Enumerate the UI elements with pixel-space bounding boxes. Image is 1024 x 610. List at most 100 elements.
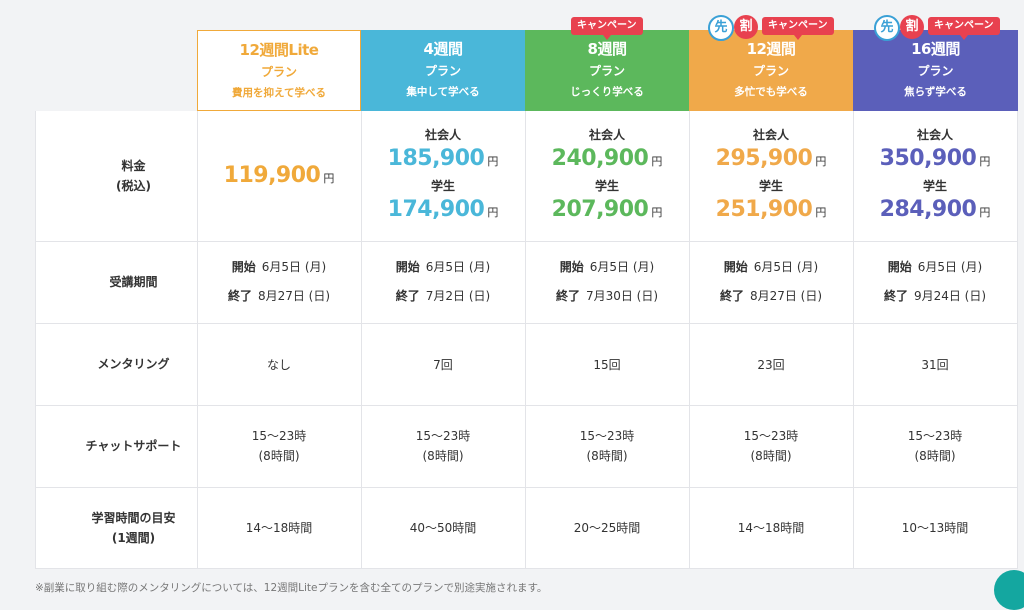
price-label-worker: 社会人: [588, 128, 625, 142]
price-cell-4week: 社会人 185,900 円 学生 174,900 円: [361, 111, 525, 241]
plan-label: プラン: [424, 64, 461, 78]
chat-cell-16week: 15〜23時 (8時間): [853, 405, 1017, 487]
campaign-badge-16week: キャンペーン: [928, 17, 1000, 40]
plan-header-12week[interactable]: 12週間 プラン 多忙でも学べる: [689, 30, 853, 111]
plan-label: プラン: [752, 64, 789, 78]
study-cell-8week: 20〜25時間: [573, 521, 641, 535]
price-value-worker: 185,900: [387, 146, 485, 171]
plan-name: 16週間: [911, 40, 960, 58]
mentoring-cell-lite: なし: [266, 357, 291, 372]
period-end-label: 終了: [227, 289, 252, 303]
chat-hours: 15〜23時: [415, 429, 471, 443]
chat-duration: (8時間): [750, 449, 792, 463]
row-label-price-text: 料金: [121, 159, 146, 173]
price-value: 119,900: [223, 163, 321, 188]
campaign-badge-12week: キャンペーン: [762, 17, 834, 40]
plan-desc: 多忙でも学べる: [734, 86, 808, 98]
yen-unit: 円: [979, 206, 991, 219]
mentoring-cell-4week: 7回: [433, 357, 453, 372]
discount-wari-badge-12week: 割: [734, 15, 758, 39]
period-start-label: 開始: [723, 260, 748, 274]
row-label-study: 学習時間の目安 (1週間): [35, 487, 232, 568]
period-start-label: 開始: [559, 260, 584, 274]
divider: [35, 323, 1018, 324]
period-end-label: 終了: [395, 289, 420, 303]
chat-cell-8week: 15〜23時 (8時間): [525, 405, 689, 487]
price-value-student: 251,900: [715, 197, 813, 222]
period-start-label: 開始: [231, 260, 256, 274]
row-label-study-unit: (1週間): [111, 530, 156, 545]
chat-duration: (8時間): [914, 449, 956, 463]
price-label-worker: 社会人: [752, 128, 789, 142]
divider: [35, 241, 1018, 242]
chat-hours: 15〜23時: [251, 429, 307, 443]
early-bird-saki-badge-12week: 先: [708, 15, 734, 41]
study-cell-16week: 10〜13時間: [901, 521, 969, 535]
plan-name: 4週間: [423, 40, 463, 58]
row-label-chat: チャットサポート: [35, 405, 232, 487]
period-cell-8week: 開始 6月5日 (月) 終了 7月30日 (日): [525, 241, 689, 323]
period-end: 9月24日 (日): [913, 289, 987, 303]
period-cell-12week: 開始 6月5日 (月) 終了 8月27日 (日): [689, 241, 853, 323]
table-body: [35, 111, 1018, 569]
row-label-price: 料金 (税込): [35, 111, 232, 241]
chat-hours: 15〜23時: [907, 429, 963, 443]
floating-action-button[interactable]: [994, 570, 1024, 610]
yen-unit: 円: [651, 206, 663, 219]
study-cell-12week: 14〜18時間: [737, 521, 805, 535]
chat-duration: (8時間): [258, 449, 300, 463]
yen-unit: 円: [487, 155, 499, 168]
row-label-period-text: 受講期間: [109, 275, 158, 289]
price-value-student: 207,900: [551, 197, 649, 222]
divider: [35, 487, 1018, 488]
period-end-label: 終了: [555, 289, 580, 303]
mentoring-cell-12week: 23回: [757, 357, 785, 372]
price-label-worker: 社会人: [916, 128, 953, 142]
mentoring-cell-16week: 31回: [921, 357, 949, 372]
plan-desc: じっくり学べる: [570, 86, 644, 98]
plan-name: 8週間: [587, 40, 627, 58]
period-cell-4week: 開始 6月5日 (月) 終了 7月2日 (日): [361, 241, 525, 323]
plan-name: 12週間: [746, 40, 796, 58]
discount-wari-badge-16week: 割: [900, 15, 924, 39]
price-label-student: 学生: [758, 179, 783, 193]
chat-hours: 15〜23時: [743, 429, 799, 443]
price-value-worker: 295,900: [715, 146, 813, 171]
plan-header-12week-lite[interactable]: 12週間Lite プラン 費用を抑えて学べる: [197, 30, 361, 111]
period-cell-16week: 開始 6月5日 (月) 終了 9月24日 (日): [853, 241, 1017, 323]
divider: [35, 111, 36, 569]
divider: [689, 111, 690, 569]
price-value-worker: 240,900: [551, 146, 649, 171]
period-end: 8月27日 (日): [749, 289, 823, 303]
chat-hours: 15〜23時: [579, 429, 635, 443]
plan-header-8week[interactable]: 8週間 プラン じっくり学べる: [525, 30, 689, 111]
study-cell-4week: 40〜50時間: [409, 521, 477, 535]
row-label-mentoring-text: メンタリング: [97, 357, 170, 371]
price-label-student: 学生: [922, 179, 947, 193]
campaign-badge-8week: キャンペーン: [571, 17, 643, 40]
mentoring-cell-8week: 15回: [593, 357, 621, 372]
divider: [525, 111, 526, 569]
yen-unit: 円: [815, 155, 827, 168]
row-label-mentoring: メンタリング: [35, 323, 232, 405]
plan-header-4week[interactable]: 4週間 プラン 集中して学べる: [361, 30, 525, 111]
period-end-label: 終了: [883, 289, 908, 303]
study-cell-lite: 14〜18時間: [245, 521, 313, 535]
period-end: 7月30日 (日): [585, 289, 659, 303]
price-cell-8week: 社会人 240,900 円 学生 207,900 円: [525, 111, 689, 241]
plan-desc: 集中して学べる: [406, 86, 480, 98]
period-cell-lite: 開始 6月5日 (月) 終了 8月27日 (日): [197, 241, 361, 323]
period-start-label: 開始: [887, 260, 912, 274]
period-start: 6月5日 (月): [589, 260, 655, 274]
chat-cell-12week: 15〜23時 (8時間): [689, 405, 853, 487]
plan-header-16week[interactable]: 16週間 プラン 焦らず学べる: [853, 30, 1018, 111]
yen-unit: 円: [651, 155, 663, 168]
yen-unit: 円: [979, 155, 991, 168]
period-end-label: 終了: [719, 289, 744, 303]
yen-unit: 円: [487, 206, 499, 219]
price-value-worker: 350,900: [879, 146, 977, 171]
price-label-worker: 社会人: [424, 128, 461, 142]
plan-label: プラン: [260, 65, 297, 79]
row-label-chat-text: チャットサポート: [85, 439, 182, 453]
